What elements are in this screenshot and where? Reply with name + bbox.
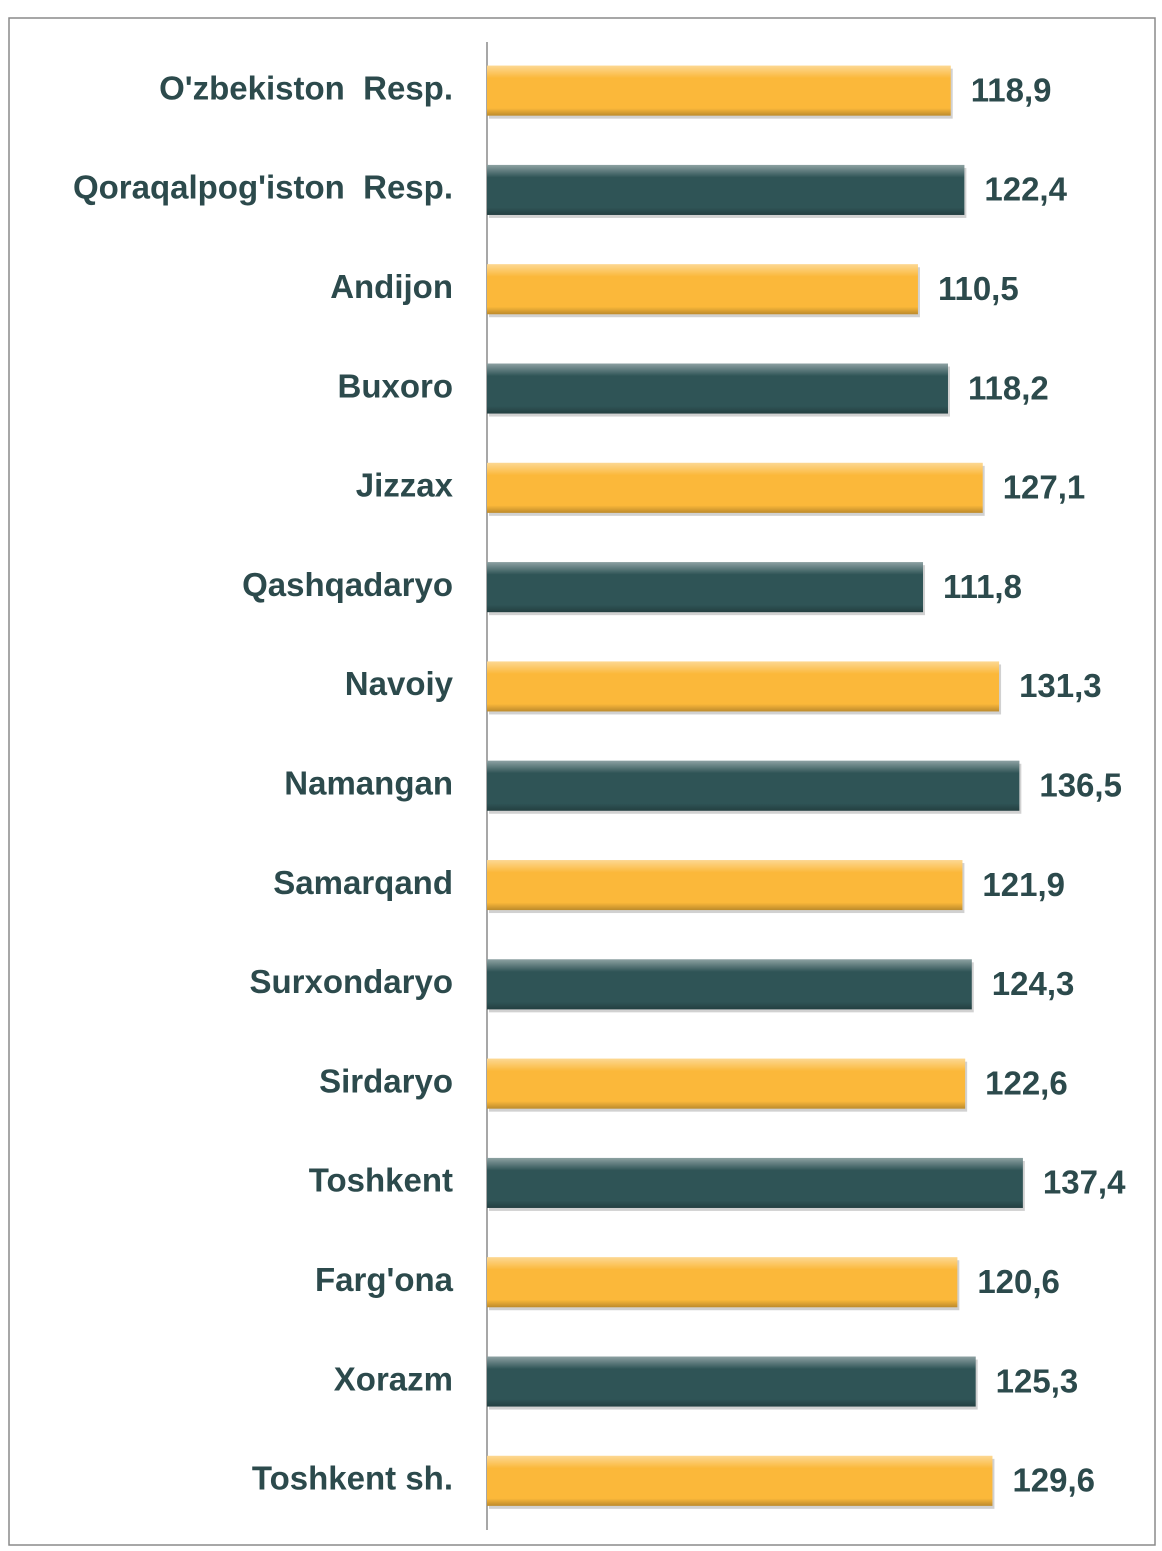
value-label: 118,2	[968, 369, 1049, 406]
value-label: 127,1	[1003, 469, 1086, 506]
category-label: Navoiy	[345, 665, 454, 702]
category-label: Toshkent	[309, 1162, 453, 1199]
bar-shine	[487, 959, 972, 1010]
bar-shine	[487, 1455, 993, 1506]
bar-shine	[487, 264, 918, 315]
category-label: Toshkent sh.	[252, 1460, 453, 1497]
bar-shine	[487, 760, 1020, 811]
value-label: 122,6	[985, 1064, 1068, 1101]
bar-shine	[487, 363, 948, 414]
value-label: 129,6	[1012, 1462, 1095, 1499]
value-label: 131,3	[1019, 667, 1102, 704]
value-label: 121,9	[982, 866, 1065, 903]
category-label: Qashqadaryo	[242, 566, 453, 603]
category-label: Namangan	[284, 764, 453, 801]
category-label: Surxondaryo	[249, 963, 453, 1000]
category-label: O'zbekiston Resp.	[159, 69, 453, 106]
bar-shine	[487, 1257, 958, 1308]
bar-shine	[487, 1356, 976, 1407]
category-label: Farg'ona	[315, 1261, 454, 1298]
bar-shine	[487, 860, 963, 911]
bar-shine	[487, 462, 983, 513]
value-label: 137,4	[1043, 1164, 1126, 1201]
bar-shine	[487, 661, 1000, 712]
bar-shine	[487, 164, 965, 215]
value-label: 136,5	[1039, 766, 1122, 803]
value-label: 120,6	[977, 1263, 1060, 1300]
value-label: 124,3	[992, 965, 1075, 1002]
category-label: Xorazm	[334, 1360, 453, 1397]
bar-shine	[487, 1157, 1023, 1208]
category-label: Jizzax	[356, 467, 454, 504]
category-label: Buxoro	[338, 367, 454, 404]
value-label: 111,8	[943, 568, 1022, 605]
category-label: Samarqand	[273, 864, 453, 901]
value-label: 118,9	[971, 71, 1052, 108]
bar-shine	[487, 1058, 966, 1109]
value-label: 110,5	[938, 270, 1019, 307]
bar-shine	[487, 65, 951, 116]
category-label: Sirdaryo	[319, 1062, 453, 1099]
category-label: Qoraqalpog'iston Resp.	[73, 169, 453, 206]
value-label: 125,3	[996, 1362, 1079, 1399]
bar-shine	[487, 562, 924, 613]
category-label: Andijon	[330, 268, 453, 305]
value-label: 122,4	[984, 171, 1067, 208]
chart-frame	[8, 17, 1156, 1546]
